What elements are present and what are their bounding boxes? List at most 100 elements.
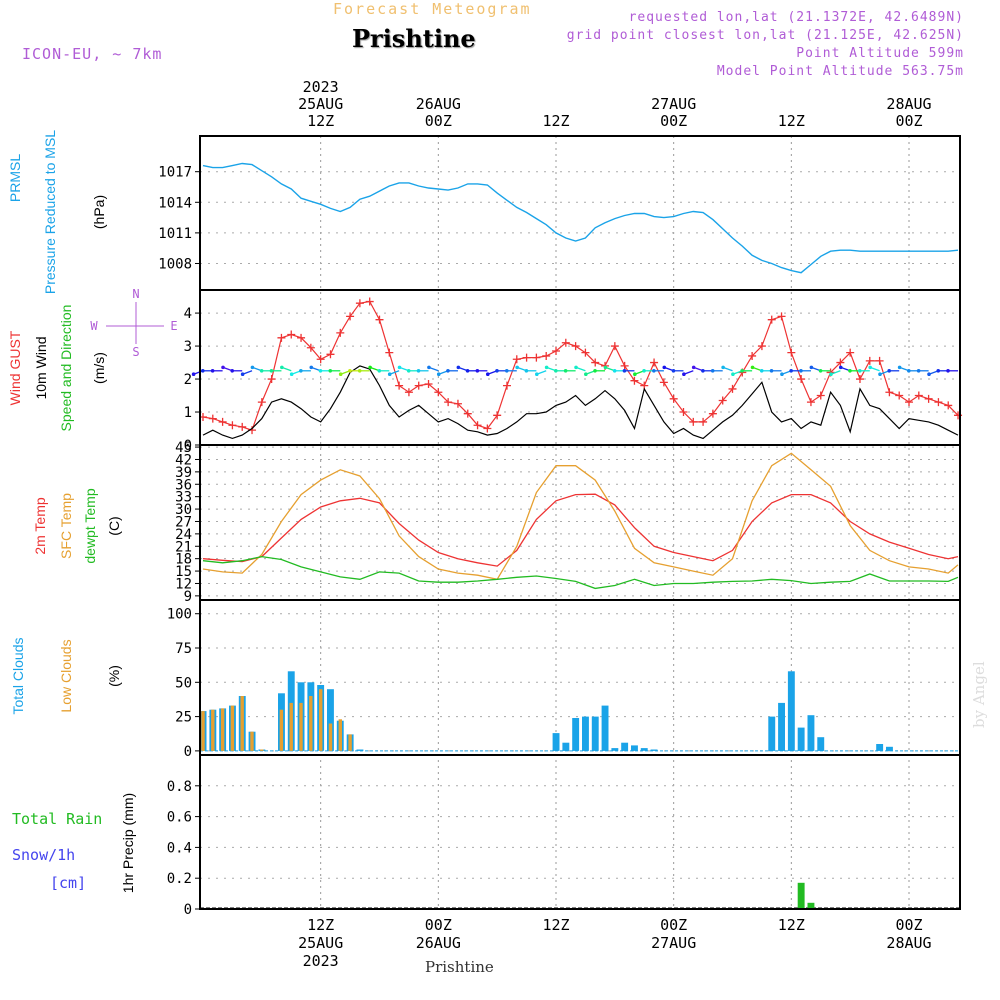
wind-arrow-head [465,368,470,373]
wind-arrow-head [642,368,646,373]
rain-bar [807,902,815,909]
total-cloud-bar [591,716,599,751]
total-cloud-bar [768,716,776,751]
chart-title: Prishtine [352,24,476,53]
low-cloud-bar [220,708,225,751]
y-tick-label: 9 [184,589,192,605]
wind-arrow-head [357,368,362,373]
wind-gust-point [787,348,796,357]
wind-gust-point [748,351,757,360]
y-tick-label: 12 [175,576,192,592]
y-tick-label: 36 [175,477,192,493]
y-tick-label: 0 [184,744,192,760]
wind-gust-point [228,421,237,430]
wind-arrow-head [848,368,852,373]
total-cloud-bar [356,749,364,751]
bottom-time-label: 12Z [307,916,334,934]
total-cloud-bar [787,671,795,751]
bottom-date-label: 25AUG [298,934,343,952]
wind-gust-point [610,342,619,351]
y-tick-label: 15 [175,564,192,580]
wind-arrow-head [574,365,578,370]
top-time-label: 00Z [425,112,452,130]
temp-2m-line [202,493,959,567]
y-tick-label: 18 [175,552,192,568]
compass-n: N [132,287,139,301]
wind-gust-point [355,299,364,308]
wind-gust-point [865,356,874,365]
wind-arrow-head [868,365,872,370]
wind-arrow-head [936,368,941,373]
total-cloud-bar [601,705,609,751]
wind-arrow-head [838,365,843,370]
compass-e: E [170,319,177,333]
wind-arrow-head [250,365,255,370]
low-cloud-bar [299,702,303,751]
wind-gust-point [699,417,708,426]
y-tick-label: 0.6 [167,810,192,826]
y-tick-label: 0.4 [167,840,192,856]
temp-dewpt-line [202,555,959,590]
y-tick-label: 3 [184,339,192,355]
wind-arrow-head [436,372,441,377]
top-time-label: 00Z [660,112,687,130]
total-cloud-bar [327,689,334,751]
wind-arrow-head [318,368,323,373]
wind-arrow-head [887,368,892,373]
pressure-line [202,162,959,274]
wind-gust-point [934,398,943,407]
wind-gust-point [522,353,531,362]
wind-arrow-head [907,368,911,373]
wind-gust-point [846,348,855,357]
wind-gust-point [571,342,580,351]
wind-gust-point [630,376,639,385]
wind-arrow-head [809,365,814,370]
wind-arrow-head [221,365,225,370]
low-cloud-bar [211,709,215,751]
wind-gust-point [797,375,806,384]
wind-gust-point [659,378,668,387]
wind-gust-point [257,398,266,407]
wind-arrow-head [427,365,431,370]
wind-gust-point [483,424,492,433]
wind-arrow-head [622,368,627,373]
wind-arrow-head [857,368,862,373]
wind-gust-point [444,398,453,407]
low-cloud-bar [309,696,313,751]
wind-arrow-head [916,368,921,373]
wind-gust-point [277,333,286,342]
low-cloud-bar [230,705,235,751]
low-cloud-bar [250,731,254,751]
wind-gust-point [346,312,355,321]
wind-gust-point [395,381,404,390]
y-tick-label: 24 [175,527,192,543]
total-cloud-bar [817,737,825,751]
total-cloud-bar [611,748,619,751]
wind-arrow-head [584,372,588,377]
y-tick-label: 0 [184,438,192,454]
wind-arrow-head [259,368,264,373]
low-cloud-bar [348,734,352,751]
y-tick-label: 75 [175,641,192,657]
wind-gust-point [532,353,541,362]
y-tick-label: 4 [184,306,192,322]
wind-arrow-head [191,372,196,377]
total-cloud-bar [562,742,570,751]
total-cloud-bar [876,744,884,751]
wind-gust-point [581,348,590,357]
wind-compass: N S W E [90,287,177,359]
wind-arrow-head [515,365,519,370]
y-tick-label: 1008 [158,256,192,272]
wind-gust-point [424,379,433,388]
wind-gust-point [414,381,423,390]
wind-arrow-head [769,368,774,373]
wind-arrow-head [701,368,705,373]
wind-arrow-head [740,368,744,373]
total-cloud-bar [797,727,805,751]
wind-gust-point [336,328,345,337]
top-date-label: 27AUG [651,95,696,113]
wind-gust-point [767,315,776,324]
wind-arrow-head [759,368,764,373]
wind-arrow-head [348,368,352,373]
wind-gust-point [718,396,727,405]
